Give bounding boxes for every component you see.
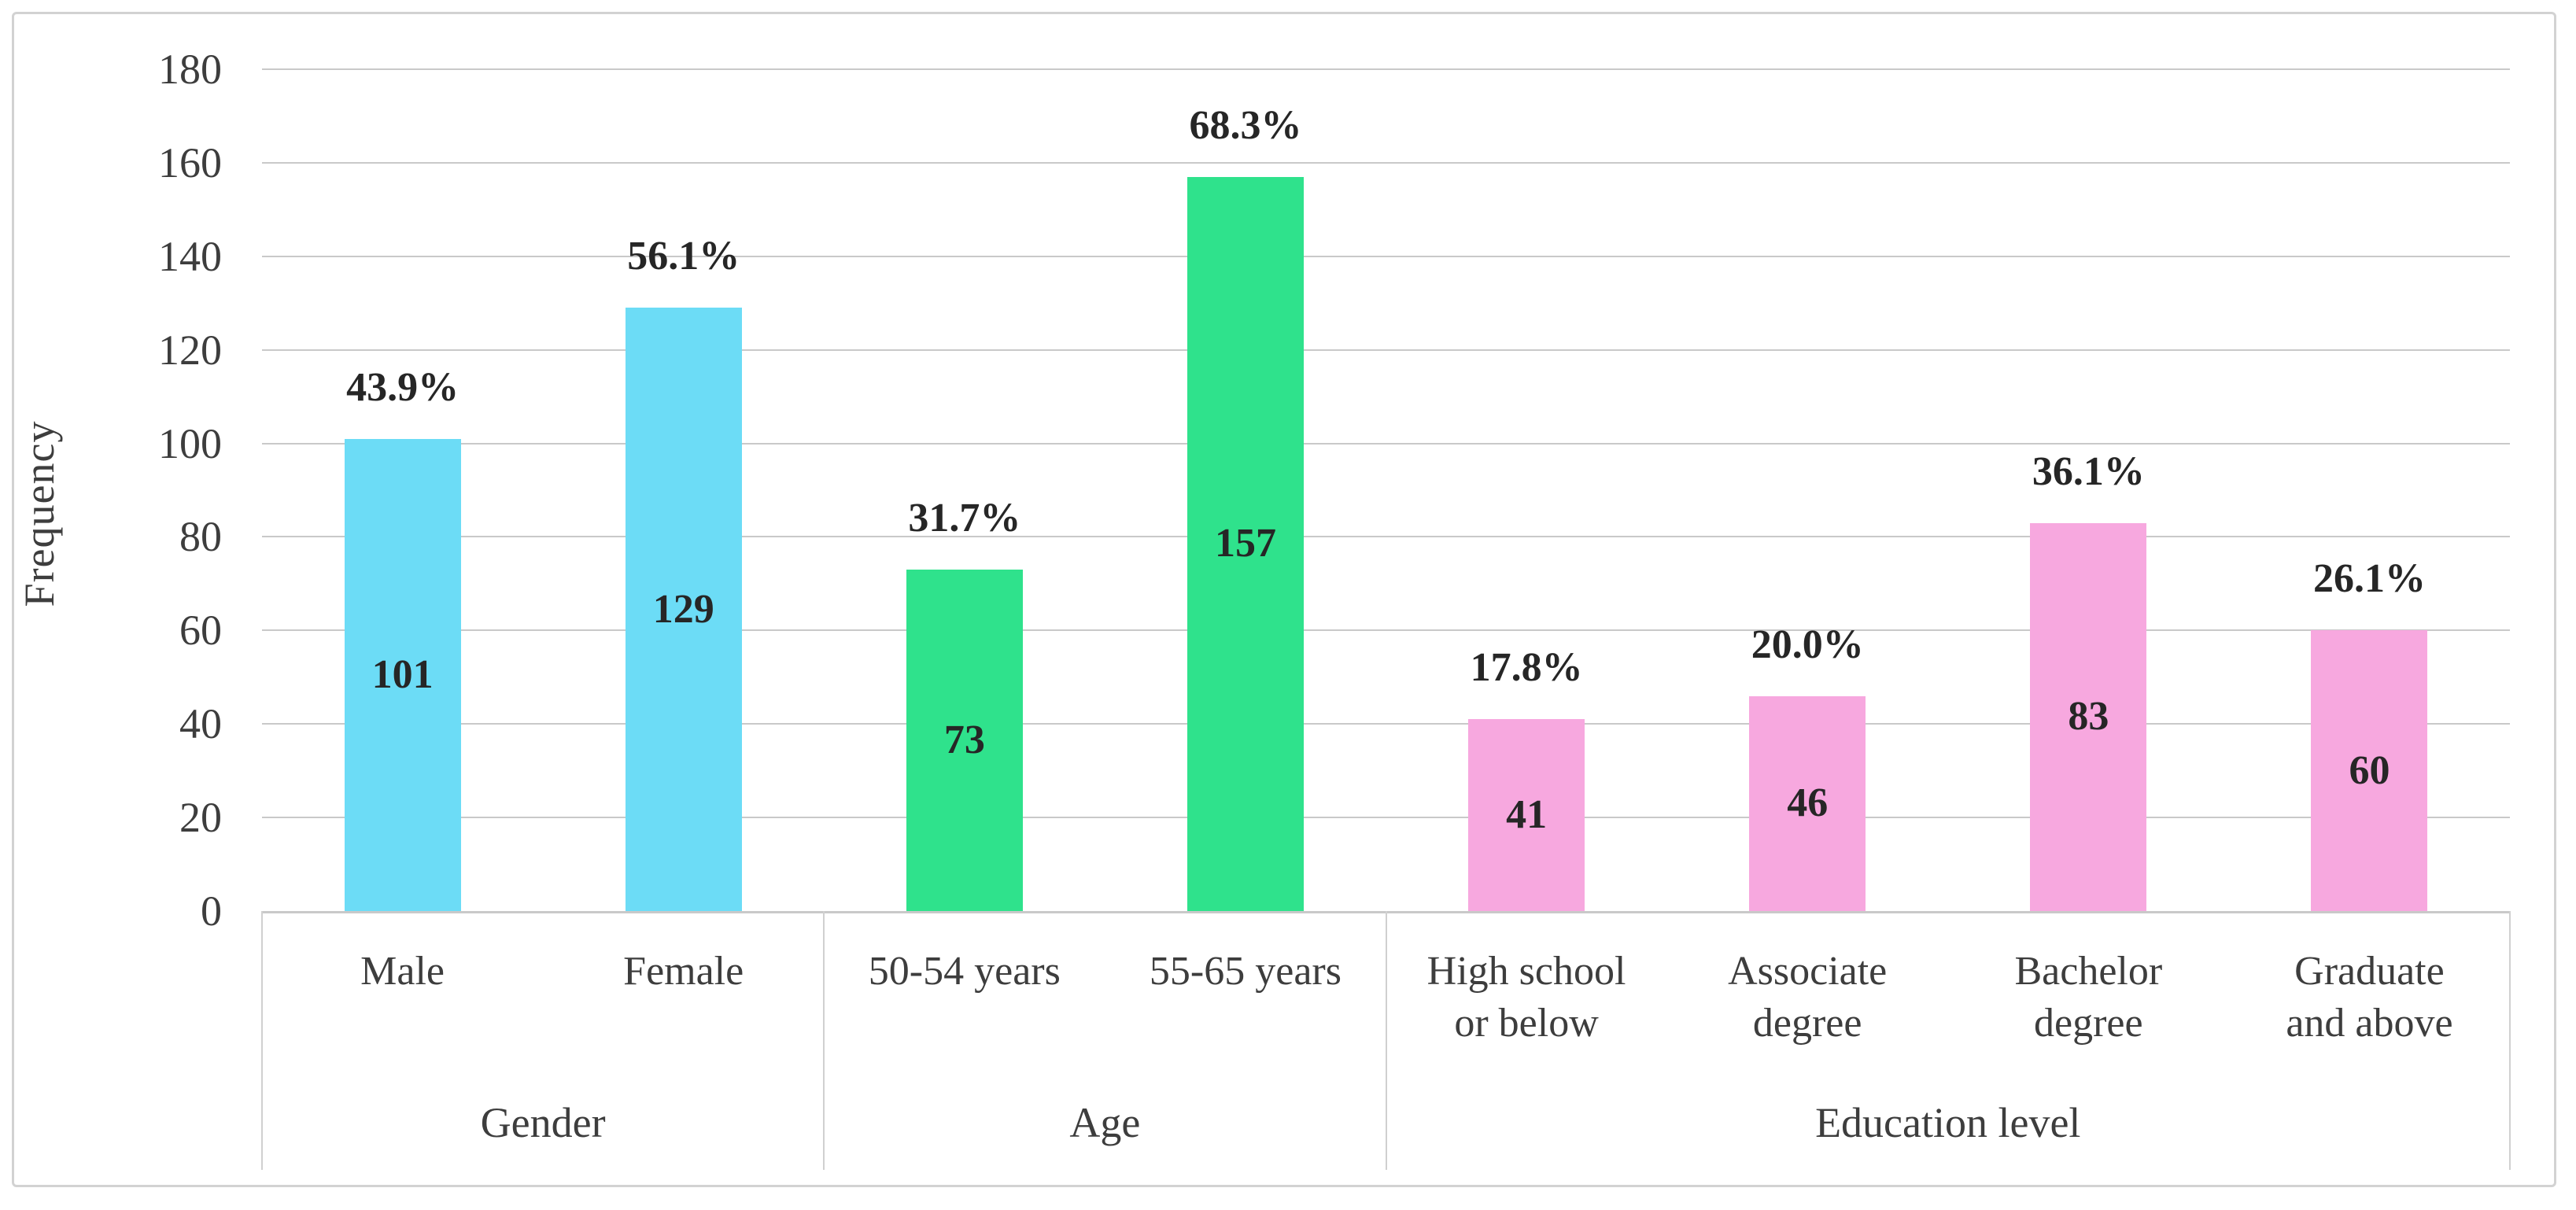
gridline — [262, 349, 2510, 351]
bar-percent-label: 31.7% — [908, 496, 1021, 541]
gridline — [262, 442, 2510, 445]
gridline — [262, 255, 2510, 257]
y-tick-label: 40 — [179, 700, 222, 748]
bar — [625, 308, 742, 911]
x-category-label: Bachelor degree — [2014, 949, 2163, 1046]
y-tick-label: 100 — [158, 419, 222, 467]
x-group-label: Gender — [480, 1099, 606, 1146]
bar-value-label: 46 — [1787, 780, 1829, 826]
y-tick-label: 180 — [158, 46, 222, 93]
x-category-label: Associate degree — [1728, 949, 1888, 1046]
gridline — [262, 629, 2510, 632]
x-axis-divider — [1385, 911, 1387, 1170]
bar-value-label: 157 — [1214, 521, 1276, 566]
gridline — [262, 817, 2510, 819]
figure-frame: Frequency 0 20 40 60 80 100 120 140 160 180 43.9% 1… — [12, 12, 2556, 1187]
y-tick-label: 140 — [158, 232, 222, 280]
x-axis-divider — [823, 911, 825, 1170]
bar-percent-label: 36.1% — [2032, 448, 2145, 494]
gridline — [262, 161, 2510, 164]
y-tick-label: 160 — [158, 138, 222, 186]
bar-value-label: 129 — [652, 586, 714, 632]
x-category-label: High school or below — [1426, 949, 1626, 1046]
bar-percent-label: 26.1% — [2312, 556, 2426, 602]
bar — [2311, 630, 2428, 911]
x-axis-divider — [2509, 911, 2511, 1170]
x-category-label: Male — [360, 949, 445, 994]
gridline — [262, 723, 2510, 725]
bar — [2030, 522, 2147, 911]
bar-percent-label: 20.0% — [1751, 622, 1864, 667]
x-group-label: Age — [1069, 1099, 1141, 1146]
x-axis-divider — [261, 911, 263, 1170]
bar — [906, 570, 1023, 911]
bar-percent-label: 43.9% — [346, 364, 459, 410]
y-tick-label: 0 — [201, 887, 222, 935]
bar — [1187, 176, 1304, 911]
gridline — [262, 68, 2510, 70]
bar — [1468, 719, 1585, 911]
gridline — [262, 536, 2510, 538]
bar-value-label: 73 — [943, 718, 985, 763]
y-tick-label: 120 — [158, 326, 222, 374]
y-tick-label: 60 — [179, 607, 222, 655]
x-category-label: Female — [623, 949, 744, 994]
x-category-label: Graduate and above — [2286, 949, 2453, 1046]
x-group-label: Education level — [1815, 1099, 2081, 1146]
bar-percent-label: 56.1% — [627, 234, 740, 279]
bar-value-label: 41 — [1506, 792, 1548, 838]
bar-value-label: 101 — [371, 651, 434, 697]
bar-value-label: 83 — [2068, 694, 2109, 740]
x-category-label: 50-54 years — [868, 949, 1061, 994]
bar-percent-label: 17.8% — [1470, 645, 1583, 691]
y-tick-label: 20 — [179, 794, 222, 842]
bar-value-label: 60 — [2349, 747, 2390, 793]
x-category-label: 55-65 years — [1149, 949, 1342, 994]
y-tick-label: 80 — [179, 513, 222, 561]
bar-percent-label: 68.3% — [1189, 102, 1302, 148]
bar — [1749, 695, 1866, 911]
bar — [344, 438, 461, 911]
